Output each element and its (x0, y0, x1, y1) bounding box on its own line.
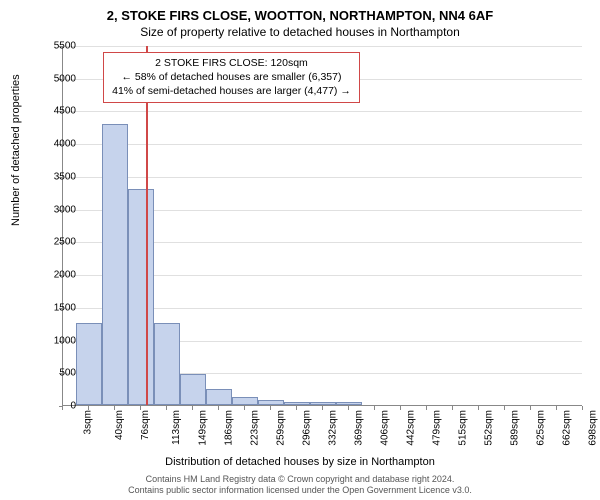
x-tick-label: 662sqm (562, 410, 573, 446)
footer-line-2: Contains public sector information licen… (0, 485, 600, 496)
chart-title: 2, STOKE FIRS CLOSE, WOOTTON, NORTHAMPTO… (0, 0, 600, 23)
x-tick-mark (374, 406, 375, 410)
grid-line (63, 111, 582, 112)
histogram-bar (284, 402, 310, 405)
x-tick-mark (218, 406, 219, 410)
x-tick-label: 552sqm (484, 410, 495, 446)
x-tick-label: 698sqm (587, 410, 598, 446)
histogram-bar (128, 189, 154, 405)
x-tick-mark (114, 406, 115, 410)
x-tick-mark (296, 406, 297, 410)
chart-subtitle: Size of property relative to detached ho… (0, 23, 600, 39)
x-tick-label: 406sqm (380, 410, 391, 446)
x-tick-label: 149sqm (197, 410, 208, 446)
y-tick-label: 3500 (36, 171, 76, 182)
annotation-box: 2 STOKE FIRS CLOSE: 120sqm← 58% of detac… (103, 52, 360, 103)
x-tick-label: 442sqm (405, 410, 416, 446)
x-tick-mark (582, 406, 583, 410)
x-tick-mark (166, 406, 167, 410)
footer-text: Contains HM Land Registry data © Crown c… (0, 474, 600, 496)
x-tick-mark (348, 406, 349, 410)
x-tick-mark (400, 406, 401, 410)
y-tick-label: 0 (36, 401, 76, 412)
y-tick-label: 1000 (36, 335, 76, 346)
annotation-line: 2 STOKE FIRS CLOSE: 120sqm (112, 56, 351, 70)
x-tick-mark (270, 406, 271, 410)
histogram-bar (154, 323, 180, 405)
y-tick-label: 5500 (36, 41, 76, 52)
y-tick-label: 4000 (36, 139, 76, 150)
annotation-line: ← 58% of detached houses are smaller (6,… (112, 70, 351, 84)
x-tick-label: 332sqm (327, 410, 338, 446)
x-tick-mark (556, 406, 557, 410)
x-tick-label: 589sqm (510, 410, 521, 446)
footer-line-1: Contains HM Land Registry data © Crown c… (0, 474, 600, 485)
histogram-bar (206, 389, 232, 405)
y-axis-label: Number of detached properties (10, 74, 22, 226)
y-tick-label: 5000 (36, 73, 76, 84)
x-tick-label: 296sqm (302, 410, 313, 446)
grid-line (63, 177, 582, 178)
x-tick-label: 259sqm (275, 410, 286, 446)
x-tick-label: 515sqm (457, 410, 468, 446)
y-tick-label: 2000 (36, 270, 76, 281)
x-tick-label: 479sqm (432, 410, 443, 446)
x-tick-label: 625sqm (535, 410, 546, 446)
x-tick-mark (530, 406, 531, 410)
y-tick-label: 3000 (36, 204, 76, 215)
x-tick-label: 223sqm (250, 410, 261, 446)
x-tick-mark (504, 406, 505, 410)
x-tick-mark (192, 406, 193, 410)
histogram-bar (232, 397, 258, 405)
y-tick-label: 2500 (36, 237, 76, 248)
x-tick-mark (478, 406, 479, 410)
histogram-bar (76, 323, 102, 405)
histogram-bar (258, 400, 284, 405)
x-tick-label: 40sqm (114, 410, 125, 440)
x-tick-mark (88, 406, 89, 410)
x-tick-label: 186sqm (224, 410, 235, 446)
x-tick-label: 369sqm (354, 410, 365, 446)
histogram-bar (102, 124, 128, 405)
y-tick-label: 500 (36, 368, 76, 379)
grid-line (63, 144, 582, 145)
x-tick-label: 76sqm (140, 410, 151, 440)
y-tick-label: 1500 (36, 302, 76, 313)
x-tick-mark (62, 406, 63, 410)
x-tick-label: 113sqm (171, 410, 182, 445)
x-tick-mark (426, 406, 427, 410)
histogram-bar (310, 402, 336, 405)
x-tick-mark (322, 406, 323, 410)
x-tick-mark (140, 406, 141, 410)
histogram-bar (336, 402, 362, 405)
x-axis-label: Distribution of detached houses by size … (0, 456, 600, 468)
x-tick-mark (452, 406, 453, 410)
x-tick-mark (244, 406, 245, 410)
histogram-bar (180, 374, 206, 405)
grid-line (63, 46, 582, 47)
annotation-line: 41% of semi-detached houses are larger (… (112, 84, 351, 98)
y-tick-label: 4500 (36, 106, 76, 117)
x-tick-label: 3sqm (82, 410, 93, 434)
